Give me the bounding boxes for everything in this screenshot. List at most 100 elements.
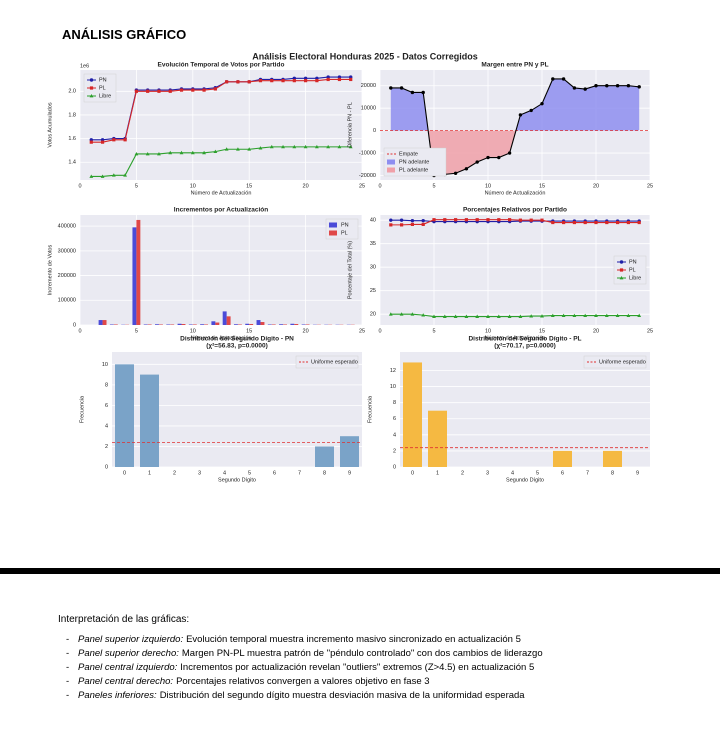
x-tick-label: 5 [432, 328, 435, 334]
marker [89, 78, 94, 82]
x-axis-label: Número de Actualización [191, 190, 252, 196]
marker [247, 147, 252, 151]
x-tick-label: 8 [323, 470, 326, 476]
x-tick-label: 15 [539, 328, 545, 334]
bar [211, 321, 216, 325]
x-tick-label: 20 [303, 328, 309, 334]
bar [260, 322, 265, 325]
chart-title: Evolución Temporal de Votos por Partido [158, 62, 285, 69]
marker [134, 89, 138, 93]
marker [326, 144, 331, 149]
legend-label: Empate [399, 151, 418, 157]
legend-label: PN [341, 222, 349, 228]
x-tick-label: 25 [647, 183, 653, 189]
x-tick-label: 20 [593, 183, 599, 189]
marker [315, 79, 319, 83]
marker [389, 223, 393, 227]
marker [225, 80, 229, 84]
legend-swatch [387, 167, 395, 173]
chart-title: Porcentajes Relativos por Partido [463, 207, 567, 214]
series-line [390, 219, 640, 226]
x-tick-label: 25 [359, 328, 365, 334]
marker [168, 89, 172, 93]
marker [529, 108, 533, 113]
marker [421, 218, 425, 223]
marker [572, 220, 576, 225]
marker [594, 313, 598, 317]
x-axis-label: Número de Actualización [485, 335, 546, 341]
marker [89, 174, 94, 178]
marker [529, 314, 534, 318]
x-tick-label: 10 [485, 183, 491, 189]
marker [314, 144, 319, 149]
marker [191, 88, 195, 92]
marker [236, 80, 240, 84]
marker [145, 151, 150, 156]
legend-label: PN [99, 77, 107, 83]
marker [561, 77, 566, 81]
x-tick-label: 6 [561, 470, 564, 476]
marker [464, 167, 469, 171]
marker [443, 218, 447, 222]
bar [102, 320, 107, 325]
marker [475, 314, 480, 318]
series-line [390, 313, 640, 318]
marker [190, 150, 195, 155]
marker [400, 223, 404, 227]
x-tick-label: 15 [246, 183, 252, 189]
bar [428, 410, 447, 467]
marker [453, 314, 458, 318]
marker [292, 144, 297, 149]
legend-label: PL adelante [399, 167, 428, 173]
legend-label: Uniforme esperado [311, 359, 358, 365]
item-label: Paneles inferiores: [78, 690, 157, 701]
x-tick-label: 5 [432, 183, 435, 189]
y-tick-label: 6 [393, 416, 396, 422]
x-tick-label: 7 [586, 470, 589, 476]
y-offset-label: 1e6 [80, 63, 89, 69]
y-axis-label: Diferencia PN - PL [347, 102, 353, 148]
legend-box [295, 355, 359, 369]
y-tick-label: 35 [370, 241, 376, 247]
bar [115, 364, 134, 467]
marker [399, 218, 404, 222]
legend-label: Uniforme esperado [599, 359, 646, 365]
item-label: Panel central derecho: [78, 676, 174, 687]
marker [619, 268, 624, 272]
marker [157, 151, 161, 156]
marker [637, 313, 642, 317]
marker [551, 77, 555, 81]
chart-title: Distribución del Segundo Dígito - PN [180, 336, 294, 343]
x-tick-label: 20 [303, 183, 309, 189]
bar [155, 324, 159, 325]
series-line [91, 78, 351, 143]
y-tick-label: 0 [393, 464, 396, 470]
marker [111, 173, 116, 177]
x-tick-label: 6 [273, 470, 276, 476]
marker [583, 220, 587, 225]
legend-label: Libre [99, 93, 111, 99]
chart-title: Margen entre PN y PL [481, 62, 548, 69]
y-tick-label: 25 [370, 288, 376, 294]
x-tick-label: 0 [378, 183, 381, 189]
marker [442, 314, 447, 318]
y-tick-label: 1.8 [68, 112, 76, 118]
marker [486, 314, 490, 318]
marker [486, 155, 490, 160]
marker [561, 313, 566, 317]
x-tick-label: 15 [539, 183, 545, 189]
bar [226, 316, 231, 325]
marker [134, 151, 139, 156]
x-tick-label: 5 [248, 470, 251, 476]
y-tick-label: 20000 [361, 83, 376, 89]
x-tick-label: 4 [223, 470, 226, 476]
marker [518, 218, 522, 222]
x-tick-label: 25 [359, 183, 365, 189]
x-axis-label: Segundo Dígito [506, 477, 544, 483]
marker [637, 220, 641, 225]
y-tick-label: 10000 [361, 106, 376, 112]
item-text: Distribución del segundo dígito muestra … [159, 690, 525, 701]
marker [637, 85, 641, 89]
legend-swatch [329, 230, 337, 236]
marker [464, 314, 469, 318]
